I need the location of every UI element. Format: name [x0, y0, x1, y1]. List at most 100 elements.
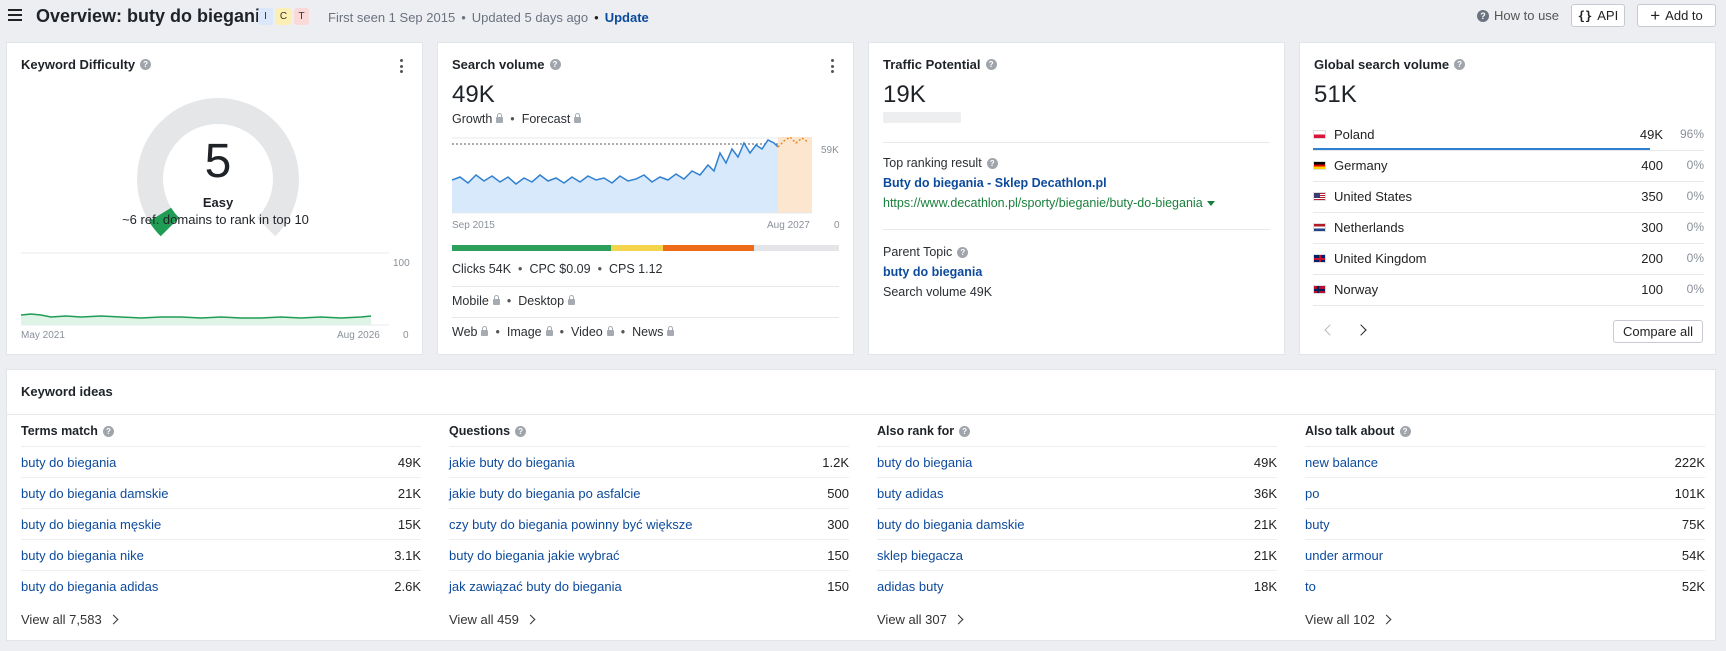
keyword-volume: 500 [827, 486, 849, 501]
keyword-link[interactable]: po [1305, 486, 1320, 501]
keyword-link[interactable]: new balance [1305, 455, 1378, 470]
intent-badge-transactional[interactable]: T [294, 8, 309, 25]
help-icon[interactable]: ? [549, 59, 561, 70]
country-volume: 400 [1641, 158, 1663, 173]
keyword-ideas-card: Keyword ideas Terms match? buty do biega… [6, 369, 1717, 642]
keyword-link[interactable]: buty do biegania damskie [21, 486, 169, 501]
country-share: 0% [1686, 158, 1704, 172]
view-all-label: View all 459 [449, 612, 519, 627]
country-row-netherlands[interactable]: Netherlands 300 0% [1300, 213, 1717, 244]
country-row-united-states[interactable]: United States 350 0% [1300, 182, 1717, 213]
sv-clicks-row: Clicks 54K • CPC $0.09 • CPS 1.12 [452, 262, 663, 276]
sv-title: Search volume ? [452, 57, 561, 72]
country-row-germany[interactable]: Germany 400 0% [1300, 151, 1717, 182]
view-all-terms-match-button[interactable]: View all 7,583 [21, 612, 119, 627]
update-link[interactable]: Update [604, 10, 649, 25]
keyword-link[interactable]: buty do biegania nike [21, 548, 144, 563]
column-title: Terms match? [21, 424, 114, 438]
country-name: Netherlands [1334, 220, 1405, 235]
country-row-united-kingdom[interactable]: United Kingdom 200 0% [1300, 244, 1717, 275]
view-all-questions-button[interactable]: View all 459 [449, 612, 536, 627]
clicks-bar-segment [662, 245, 754, 251]
chevron-right-icon [108, 614, 119, 625]
help-icon[interactable]: ? [986, 157, 998, 169]
top-ranking-title-link[interactable]: Buty do biegania - Sklep Decathlon.pl [883, 176, 1107, 190]
keyword-link[interactable]: buty do biegania jakie wybrać [449, 548, 620, 563]
sv-trend-chart [452, 137, 812, 214]
list-item: under armour 54K [1305, 539, 1705, 568]
compare-all-button[interactable]: Compare all [1613, 320, 1703, 343]
help-icon[interactable]: ? [1399, 425, 1411, 437]
kd-history-chart [21, 252, 389, 326]
keyword-link[interactable]: jak zawiązać buty do biegania [449, 579, 622, 594]
kd-gauge-fill [148, 207, 180, 237]
country-name: Germany [1334, 158, 1388, 173]
column-title-text: Also talk about [1305, 424, 1395, 438]
keyword-link[interactable]: buty do biegania [877, 455, 973, 470]
list-item: czy buty do biegania powinny być większe… [449, 508, 849, 537]
api-button[interactable]: {} API [1571, 4, 1625, 27]
help-icon[interactable]: ? [140, 59, 152, 70]
list-item: buty 75K [1305, 508, 1705, 537]
view-all-also-rank-for-button[interactable]: View all 307 [877, 612, 964, 627]
chevron-right-icon[interactable] [1355, 324, 1367, 336]
help-icon[interactable]: ? [102, 425, 114, 437]
keyword-volume: 3.1K [394, 548, 421, 563]
keyword-volume: 49K [397, 455, 421, 470]
keyword-link[interactable]: buty do biegania męskie [21, 517, 162, 532]
country-volume: 49K [1639, 127, 1663, 142]
ideas-column-terms-match: Terms match? buty do biegania 49K buty do… [21, 370, 421, 642]
help-icon[interactable]: ? [1454, 59, 1466, 70]
keyword-link[interactable]: jakie buty do biegania [449, 455, 575, 470]
list-item: buty do biegania 49K [21, 446, 421, 475]
caret-down-icon[interactable] [1206, 200, 1215, 206]
column-title-text: Terms match [21, 424, 98, 438]
country-row-norway[interactable]: Norway 100 0% [1300, 275, 1717, 306]
keyword-link[interactable]: sklep biegacza [877, 548, 963, 563]
keyword-volume: 15K [397, 517, 421, 532]
keyword-link[interactable]: buty [1305, 517, 1330, 532]
keyword-volume: 222K [1674, 455, 1705, 470]
country-row-poland[interactable]: Poland 49K 96% [1300, 120, 1717, 151]
growth-label: Growth [452, 112, 493, 126]
lock-icon [492, 295, 500, 305]
how-to-use-link[interactable]: ? How to use [1477, 8, 1559, 23]
help-icon[interactable]: ? [959, 425, 971, 437]
menu-icon[interactable] [8, 9, 22, 21]
view-all-label: View all 307 [877, 612, 947, 627]
country-share: 0% [1686, 251, 1704, 265]
keyword-link[interactable]: buty do biegania [21, 455, 117, 470]
news-label: News [632, 325, 664, 339]
country-name: Norway [1334, 282, 1379, 297]
help-icon[interactable]: ? [957, 246, 969, 258]
help-icon[interactable]: ? [515, 425, 527, 437]
column-title: Questions? [449, 424, 527, 438]
country-volume: 200 [1641, 251, 1663, 266]
keyword-link[interactable]: adidas buty [877, 579, 944, 594]
intent-badge-informational[interactable]: I [258, 8, 273, 25]
keyword-link[interactable]: jakie buty do biegania po asfalcie [449, 486, 641, 501]
country-share: 96% [1679, 127, 1704, 141]
sv-device-row: Mobile • Desktop [452, 294, 576, 308]
keyword-link[interactable]: buty do biegania adidas [21, 579, 159, 594]
keyword-link[interactable]: buty adidas [877, 486, 944, 501]
tp-title: Traffic Potential ? [883, 57, 997, 72]
kebab-menu-icon[interactable] [400, 59, 404, 73]
clicks-distribution-bar [452, 245, 839, 251]
keyword-link[interactable]: under armour [1305, 548, 1384, 563]
keyword-volume: 49K [1253, 455, 1277, 470]
keyword-link[interactable]: czy buty do biegania powinny być większe [449, 517, 693, 532]
kebab-menu-icon[interactable] [831, 59, 835, 73]
add-to-button[interactable]: + Add to [1637, 4, 1716, 27]
intent-badge-commercial[interactable]: C [276, 8, 291, 25]
keyword-link[interactable]: to [1305, 579, 1316, 594]
kd-chart-xend: Aug 2026 [337, 330, 380, 341]
view-all-also-talk-about-button[interactable]: View all 102 [1305, 612, 1392, 627]
keyword-link[interactable]: buty do biegania damskie [877, 517, 1025, 532]
top-ranking-url[interactable]: https://www.decathlon.pl/sporty/bieganie… [883, 196, 1215, 210]
country-volume: 350 [1641, 189, 1663, 204]
chevron-left-icon[interactable] [1324, 324, 1336, 336]
help-icon[interactable]: ? [985, 59, 997, 70]
parent-topic-link[interactable]: buty do biegania [883, 265, 983, 279]
country-name: United States [1334, 189, 1413, 204]
